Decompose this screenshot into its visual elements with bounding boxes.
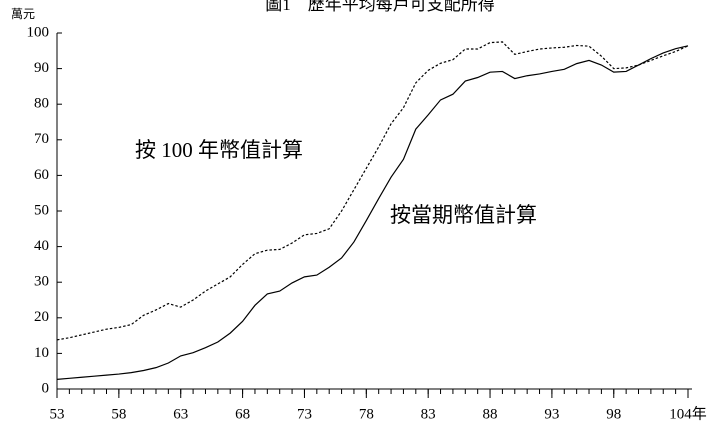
y-tick-label: 70 <box>34 131 49 147</box>
x-tick-label: 58 <box>111 406 126 421</box>
y-tick-label: 10 <box>34 345 49 361</box>
y-tick-label: 0 <box>42 380 50 396</box>
annotation: 按 100 年幣值計算 <box>135 138 303 162</box>
line-series <box>56 41 689 341</box>
x-tick-label: 68 <box>235 406 250 421</box>
y-tick-label: 40 <box>34 238 49 254</box>
y-tick-label: 80 <box>34 96 49 112</box>
y-tick-label: 30 <box>34 274 49 290</box>
annotation: 按當期幣值計算 <box>390 203 537 227</box>
x-tick-label: 73 <box>297 406 312 421</box>
line-series <box>56 45 689 380</box>
y-tick-label: 20 <box>34 309 49 325</box>
y-tick-label: 60 <box>34 167 49 183</box>
x-tick-label: 104年 <box>669 405 707 421</box>
y-tick-label: 90 <box>34 60 49 76</box>
x-tick-label: 78 <box>359 406 374 421</box>
y-tick-label: 100 <box>27 24 50 40</box>
x-tick-label: 98 <box>606 406 621 421</box>
x-tick-label: 93 <box>544 406 559 421</box>
y-tick-label: 50 <box>34 202 49 218</box>
chart-title: 圖1 歷年平均每戶可支配所得 <box>265 0 495 14</box>
x-tick-label: 63 <box>173 406 188 421</box>
x-tick-label: 88 <box>483 406 498 421</box>
y-unit: 萬元 <box>11 7 35 21</box>
x-tick-label: 53 <box>50 406 65 421</box>
x-tick-label: 83 <box>421 406 436 421</box>
